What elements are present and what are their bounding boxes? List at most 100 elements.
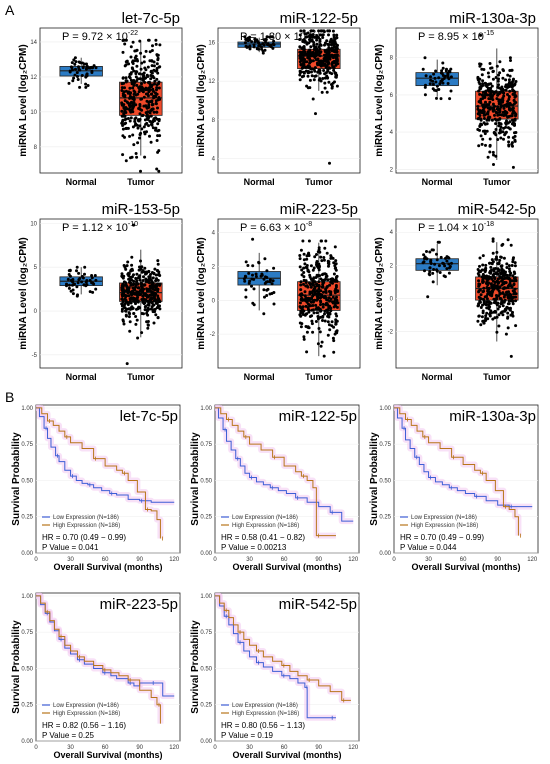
data-point <box>317 53 321 57</box>
data-point <box>302 335 306 339</box>
data-point <box>247 271 251 275</box>
data-point <box>507 276 511 280</box>
data-point <box>311 35 315 39</box>
data-point <box>127 103 131 107</box>
data-point <box>72 58 76 62</box>
data-point <box>263 257 267 261</box>
p-value-prefix: P = <box>418 31 438 43</box>
data-point <box>508 85 512 88</box>
data-point <box>302 29 306 33</box>
data-point <box>144 272 147 276</box>
data-point <box>250 40 254 44</box>
data-point <box>507 264 511 268</box>
data-point <box>138 265 141 269</box>
data-point <box>323 41 327 45</box>
data-point <box>501 90 505 94</box>
x-tick-label: 60 <box>102 745 109 751</box>
data-point <box>126 126 130 130</box>
data-point <box>77 60 81 64</box>
data-point <box>510 299 514 303</box>
data-point <box>148 134 151 138</box>
data-point <box>313 280 317 284</box>
y-tick-label: 0.75 <box>200 630 212 636</box>
y-tick-label: 1.00 <box>200 594 212 600</box>
x-category-label: Tumor <box>483 372 511 382</box>
data-point <box>498 117 502 121</box>
data-point <box>127 90 131 94</box>
data-point <box>135 318 139 322</box>
data-point <box>480 73 484 77</box>
data-point <box>488 94 492 98</box>
data-point <box>153 307 157 311</box>
data-point <box>321 319 324 322</box>
y-tick-label: 12 <box>208 79 215 85</box>
data-point <box>132 89 136 93</box>
y-tick-label: 0 <box>390 296 394 302</box>
data-point <box>507 302 511 306</box>
data-point <box>124 281 128 285</box>
data-point <box>93 274 97 277</box>
data-point <box>141 78 145 82</box>
data-point <box>144 280 148 283</box>
data-point <box>250 277 254 281</box>
data-point <box>123 293 127 297</box>
data-point <box>127 294 131 298</box>
chart-title: let-7c-5p <box>120 408 178 425</box>
data-point <box>478 109 482 113</box>
data-point <box>482 286 486 290</box>
data-point <box>122 264 126 267</box>
data-point <box>499 136 503 140</box>
data-point <box>330 46 334 50</box>
data-point <box>141 86 145 90</box>
data-point <box>126 260 130 264</box>
data-point <box>132 81 136 85</box>
data-point <box>513 131 516 135</box>
data-point <box>326 261 330 265</box>
data-point <box>484 143 487 147</box>
data-point <box>507 80 511 84</box>
data-point <box>67 81 71 85</box>
data-point <box>147 281 151 285</box>
x-category-label: Normal <box>422 177 453 187</box>
data-point <box>127 107 131 111</box>
data-point <box>317 327 321 330</box>
data-point <box>481 277 485 280</box>
data-point <box>67 273 71 276</box>
data-point <box>504 78 508 82</box>
data-point <box>253 37 257 41</box>
data-point <box>504 88 508 92</box>
data-point <box>306 285 310 289</box>
data-point <box>508 292 512 296</box>
data-point <box>124 106 128 109</box>
km-plot-mir-122-5p: 0.00 0.25 0.50 0.75 1.00 0 30 60 90 120 Low Expres… <box>190 404 360 572</box>
survival-curve-high <box>215 595 351 701</box>
data-point <box>508 308 512 312</box>
data-point <box>335 50 339 54</box>
data-point <box>148 50 152 54</box>
data-point <box>120 89 124 92</box>
data-point <box>154 313 158 317</box>
data-point <box>314 320 318 323</box>
y-tick-label: 4 <box>212 231 216 237</box>
data-point <box>319 344 323 348</box>
data-point <box>499 87 503 91</box>
data-point <box>494 118 498 122</box>
data-point <box>319 277 323 281</box>
data-point <box>498 128 502 132</box>
data-point <box>503 274 507 277</box>
data-point <box>310 296 314 300</box>
data-point <box>481 303 484 307</box>
data-point <box>435 258 439 262</box>
data-point <box>135 64 139 68</box>
data-point <box>154 42 158 46</box>
data-point <box>444 69 448 73</box>
data-point <box>121 288 125 292</box>
data-point <box>311 33 315 37</box>
data-point <box>139 288 143 292</box>
data-point <box>491 69 495 73</box>
y-axis-label: miRNA Level (log₂CPM) <box>374 44 385 156</box>
data-point <box>331 256 335 260</box>
data-point <box>437 88 441 91</box>
data-point <box>487 290 491 294</box>
p-value-mantissa: 1.80 <box>260 31 281 43</box>
